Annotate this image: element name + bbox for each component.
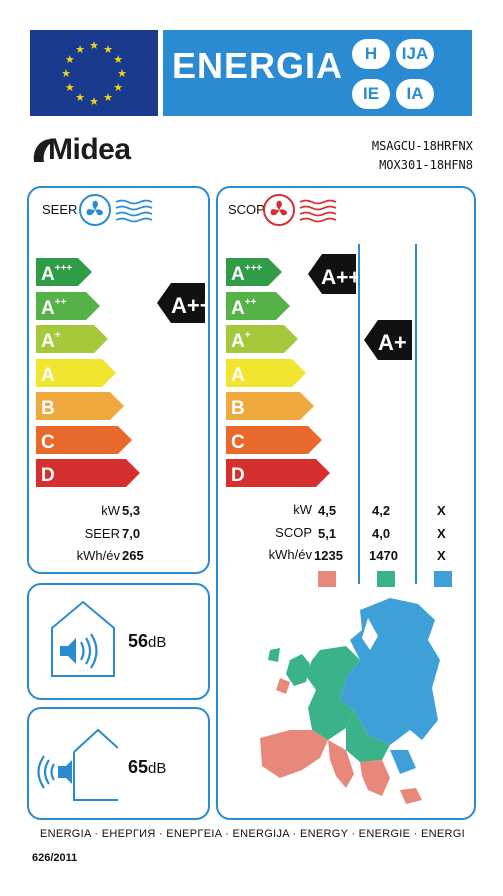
heat-row-kwh-avg: 1470 xyxy=(369,548,398,563)
heating-class-letter: B xyxy=(231,398,245,419)
zone-swatch-cold xyxy=(434,571,452,587)
lang-badge-h: H xyxy=(352,39,390,69)
heat-row-kwh-warm: 1235 xyxy=(314,548,343,563)
indoor-unit-house-icon xyxy=(51,600,115,677)
heat-row-kw-cold: X xyxy=(437,503,446,518)
cooling-fan-icon xyxy=(79,194,153,226)
cool-row-kwh-value: 265 xyxy=(122,548,144,563)
model-outdoor: MOX301-18HFN8 xyxy=(379,158,473,172)
eu-star-icon: ★ xyxy=(65,82,75,94)
eu-star-icon: ★ xyxy=(103,44,113,56)
heat-row-scop-avg: 4,0 xyxy=(372,526,391,541)
heating-class-letter: A xyxy=(231,365,245,386)
cool-row-kwh-label: kWh/év xyxy=(76,548,120,563)
heating-class-bar: A++ xyxy=(226,291,290,325)
lang-badge-ija: IJA xyxy=(396,39,434,69)
eu-star-icon: ★ xyxy=(103,92,113,104)
cooling-class-bar: D xyxy=(36,459,140,492)
heating-rating-warm-arrow: A+++ xyxy=(308,254,356,294)
eu-star-icon: ★ xyxy=(89,40,99,52)
heating-rating-average-text: A+ xyxy=(378,330,407,355)
midea-logo-icon xyxy=(33,139,56,162)
heat-row-kw-avg: 4,2 xyxy=(372,503,391,518)
cool-row-kw-value: 5,3 xyxy=(122,503,141,518)
outdoor-noise-value: 65dB xyxy=(128,757,167,777)
cooling-class-bar: A++ xyxy=(36,291,100,325)
footer-languages: ENERGIA · ЕНЕРГИЯ · ΕΝΕΡΓΕΙΑ · ENERGIJA … xyxy=(40,828,465,840)
heat-row-kw-label: kW xyxy=(293,502,312,517)
eu-stars-icon: ★ ★★★★★★★★★★★ xyxy=(61,40,127,108)
brand-logo xyxy=(30,128,150,175)
heating-class-bar: D xyxy=(226,459,330,492)
energy-title: ENERGIA xyxy=(172,45,344,86)
eu-flag: ★ ★ ★ ★ ★ ★ ★ ★ ★ ★ ★ ★ xyxy=(30,30,158,116)
indoor-noise-value: 56dB xyxy=(128,631,167,651)
heating-class-bar: A+ xyxy=(226,325,298,358)
heating-class-letter: D xyxy=(231,465,245,486)
cooling-class-bar: C xyxy=(36,425,132,459)
heating-class-bar: C xyxy=(226,425,322,459)
zone-swatch-warm xyxy=(318,571,336,587)
cooling-class-letter: A xyxy=(41,365,55,386)
zone-divider-1 xyxy=(358,244,360,584)
heat-row-kwh-label: kWh/év xyxy=(268,547,312,562)
cooling-class-bar: B xyxy=(36,392,124,425)
lang-badge-ie: IE xyxy=(352,79,390,109)
eu-star-icon: ★ xyxy=(89,96,99,108)
cool-row-seer-label: SEER xyxy=(84,526,120,541)
heat-row-kwh-cold: X xyxy=(437,548,446,563)
indoor-noise-panel xyxy=(27,583,210,700)
eu-star-icon: ★ xyxy=(117,68,127,80)
cooling-class-bar: A+++ xyxy=(36,258,92,291)
heating-class-bar: A xyxy=(226,358,306,392)
heating-class-letter: C xyxy=(231,432,245,453)
outdoor-unit-house-icon xyxy=(37,728,118,801)
heating-rating-warm-text: A+++ xyxy=(321,266,356,289)
eu-star-icon: ★ xyxy=(113,54,123,66)
heat-row-scop-label: SCOP xyxy=(275,525,312,540)
heating-panel xyxy=(216,186,476,820)
eu-star-icon: ★ xyxy=(113,82,123,94)
cool-row-kw-label: kW xyxy=(101,503,120,518)
seer-label: SEER xyxy=(42,202,78,217)
eu-star-icon: ★ xyxy=(75,92,85,104)
eu-star-icon: ★ xyxy=(75,44,85,56)
zone-swatch-average xyxy=(377,571,395,587)
scop-label: SCOP xyxy=(228,202,265,217)
lang-badge-ia: IA xyxy=(396,79,434,109)
eu-star-icon: ★ xyxy=(61,68,71,80)
cooling-rating-arrow: A++ xyxy=(157,283,205,323)
cool-row-seer-value: 7,0 xyxy=(122,526,141,541)
cooling-class-letter: D xyxy=(41,465,55,486)
model-indoor: MSAGCU-18HRFNX xyxy=(371,139,473,153)
regulation-number: 626/2011 xyxy=(32,852,78,864)
heat-row-scop-cold: X xyxy=(437,526,446,541)
cooling-class-bar: A xyxy=(36,358,116,392)
heating-class-bar: B xyxy=(226,392,314,425)
cooling-class-bar: A+ xyxy=(36,325,108,358)
outdoor-noise-panel xyxy=(27,707,210,820)
heat-row-kw-warm: 4,5 xyxy=(318,503,337,518)
cooling-class-letter: B xyxy=(41,398,55,419)
eu-star-icon: ★ xyxy=(65,54,75,66)
cooling-panel xyxy=(27,186,210,574)
heating-rating-average-arrow: A+ xyxy=(364,320,412,360)
cooling-rating-text: A++ xyxy=(171,293,205,318)
heating-class-bar: A+++ xyxy=(226,258,282,291)
europe-climate-map xyxy=(260,598,440,804)
heating-fan-icon xyxy=(263,194,337,226)
cooling-class-letter: C xyxy=(41,432,55,453)
brand-name: Midea xyxy=(48,133,131,166)
heat-row-scop-warm: 5,1 xyxy=(318,526,337,541)
zone-divider-2 xyxy=(415,244,417,584)
